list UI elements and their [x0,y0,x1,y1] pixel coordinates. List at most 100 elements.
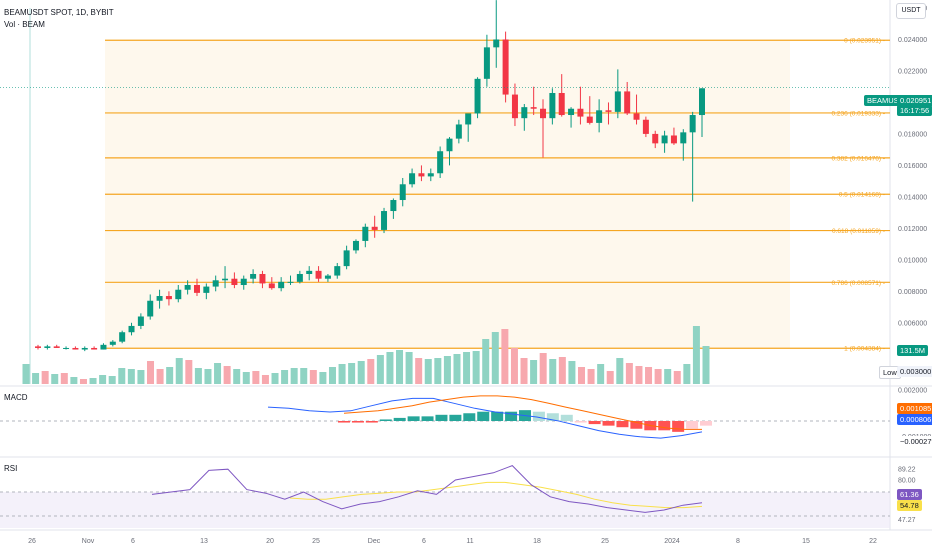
candle-body [119,332,126,342]
volume-bar [683,364,691,384]
volume-bar [453,354,461,384]
volume-bar [22,364,30,384]
macd-hist-bar [463,413,476,421]
volume-bar [520,358,528,384]
x-tick-label: Dec [368,538,381,545]
macd-pane: 0.0020000.0010000.000000−0.001000 [0,388,931,441]
macd-signal-tag: 0.001085 [897,403,932,414]
x-tick-label: Nov [82,538,95,545]
candle-body [390,200,397,212]
candle-body [324,275,331,279]
candle-body [652,133,659,144]
macd-hist-bar [560,414,573,421]
x-tick-label: 22 [869,538,877,545]
volume-bar [616,358,624,384]
candle-body [455,124,462,139]
price-tick-label: 0.006000 [898,320,927,327]
candle-body [670,135,677,144]
price-tick-label: 0.016000 [898,163,927,170]
candle-body [81,347,88,350]
volume-bar [357,361,365,384]
candle-body [315,270,322,279]
volume-bar [79,379,87,384]
volume-bar [127,369,135,384]
volume-bar [501,329,509,384]
fib-label: 0.236 (0.019333) - [832,110,885,117]
currency-button[interactable]: USDT [896,3,926,19]
volume-bar [558,357,566,384]
candle-body [689,115,696,133]
rsi-band [0,492,890,528]
volume-bar [539,353,547,384]
volume-bar [415,358,423,384]
volume-bar [491,332,499,384]
candle-body [624,91,631,114]
volume-bar [252,371,260,384]
candle-body [72,347,79,350]
candle-body [362,226,369,241]
candle-body [549,92,556,119]
macd-hist-bar [588,421,601,425]
volume-bar [587,369,595,384]
candle-body [137,316,144,326]
candle-body [474,78,481,114]
macd-hist-bar [338,421,350,423]
candle-body [63,347,70,349]
candle-body [558,92,565,116]
volume-bar [223,366,231,384]
volume-bar [405,352,413,384]
candle-body [530,107,537,109]
candle-body [334,266,341,276]
rsi-tick-label: 89.22 [898,466,916,473]
volume-bar [597,364,605,384]
candle-body [586,116,593,123]
volume-bar [261,375,269,384]
candle-body [287,281,294,283]
candle-body [35,346,41,348]
candle-body [259,273,266,284]
volume-bar [635,366,643,384]
volume-bar [673,371,681,384]
price-pane: 0.0260000.0240000.0220000.0200000.018000… [0,0,932,531]
volume-bar [118,368,126,384]
volume-bar [424,359,432,384]
x-tick-label: 13 [200,538,208,545]
rsi-line-tag: 61.36 [897,489,922,500]
candle-body [568,108,575,116]
volume-bar [367,359,375,384]
candle-body [399,184,406,201]
x-tick-label: 11 [466,538,473,545]
candle-body [596,110,603,123]
volume-bar [99,375,107,384]
macd-hist-bar [351,421,364,423]
price-tick-label: 0.008000 [898,289,927,296]
candle-body [212,280,219,287]
candle-body [465,113,472,125]
price-tick-label: 0.018000 [898,131,927,138]
countdown-tag: 16:17:56 [897,105,932,116]
macd-line-tag: 0.000806 [897,414,932,425]
volume-bar [692,326,700,384]
candle-body [540,108,547,119]
candle-body [371,226,378,230]
fib-label: 0.382 (0.016476) - [832,155,885,162]
candle-body [165,296,172,300]
macd-title: MACD [4,393,28,402]
volume-bar [290,368,298,384]
candle-body [493,39,500,48]
candle-body [446,138,453,152]
rsi-ma-tag: 54.78 [897,500,922,511]
volume-bar [328,367,336,384]
x-axis: 26 Nov 6 13 20 25 Dec 6 11 18 25 2024 8 15 22 [28,538,877,545]
volume-bar [702,346,710,384]
candle-body [642,119,649,134]
volume-label: Vol · BEAM [4,20,45,29]
macd-hist-bar [616,421,629,428]
fib-label: 0.618 (0.011859) - [832,228,885,235]
candle-body [240,278,247,286]
macd-hist-bar [686,421,699,429]
candle-body [193,285,200,293]
signal-line [343,395,702,430]
volume-bar [319,372,327,384]
macd-hist-bar [630,421,643,429]
